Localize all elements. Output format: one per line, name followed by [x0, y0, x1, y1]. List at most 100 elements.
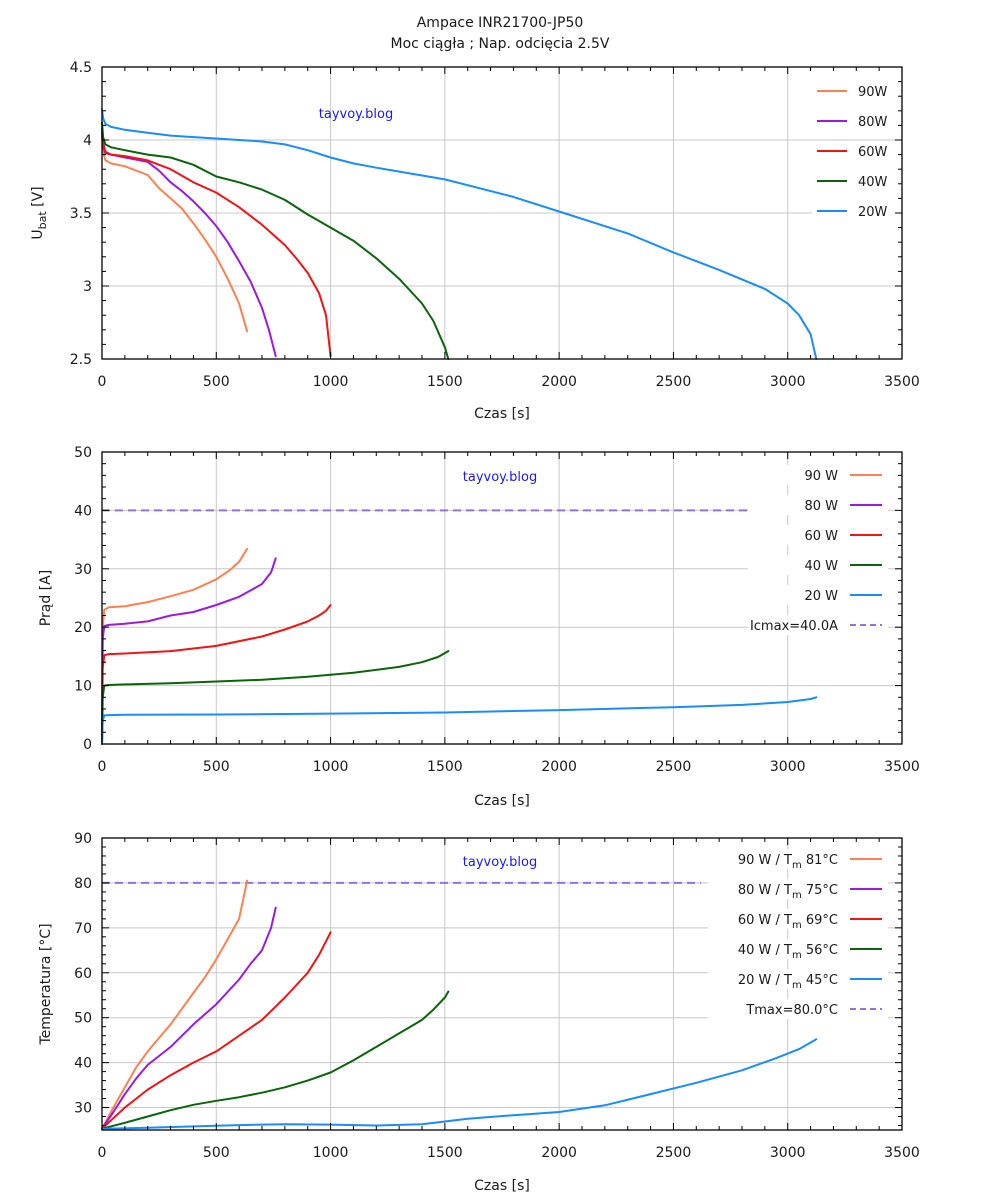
series-line-90W — [101, 879, 249, 1130]
x-tick-label: 3500 — [884, 759, 920, 775]
x-tick-label: 1500 — [427, 759, 463, 775]
ticks — [101, 837, 903, 1130]
y-tick-label: 20 — [74, 620, 92, 636]
legend-bg — [748, 615, 888, 635]
temperature-chart: tayvoy.blog 90 W / Tm 81°C 80 W / Tm 75°C 6… — [38, 831, 920, 1194]
y-tick-label: 80 — [74, 876, 92, 892]
watermark: tayvoy.blog — [319, 107, 393, 122]
ticks — [101, 451, 903, 745]
legend-bg — [812, 81, 898, 101]
series-line-20W — [101, 108, 818, 360]
grid — [102, 67, 902, 359]
legend-label: 60 W / Tm 69°C — [738, 913, 838, 931]
x-axis-label: Czas [s] — [474, 793, 530, 809]
x-tick-label: 500 — [203, 1145, 230, 1161]
ticks — [101, 66, 903, 360]
y-axis-label: Temperatura [°C] — [38, 923, 54, 1045]
y-tick-label: 70 — [74, 921, 92, 937]
plot-frame — [101, 837, 903, 1131]
x-tick-label: 3000 — [770, 374, 806, 390]
legend-label: 80 W / Tm 75°C — [738, 883, 838, 901]
legend-bg — [708, 849, 888, 869]
watermark: tayvoy.blog — [463, 470, 537, 485]
y-tick-label: 90 — [74, 831, 92, 847]
y-tick-label: 40 — [74, 503, 92, 519]
series-line-60W — [101, 931, 332, 1130]
x-tick-label: 3000 — [770, 1145, 806, 1161]
series-group — [101, 108, 818, 360]
legend-bg — [748, 555, 888, 575]
plot-frame — [101, 451, 903, 745]
x-tick-label: 1500 — [427, 1145, 463, 1161]
x-tick-label: 2000 — [541, 1145, 577, 1161]
x-tick-label: 3500 — [884, 374, 920, 390]
legend-bg — [748, 465, 888, 485]
y-tick-label: 3 — [83, 279, 92, 295]
x-tick-label: 1000 — [313, 1145, 349, 1161]
x-axis-label: Czas [s] — [474, 1178, 530, 1194]
legend-label: 40W — [858, 175, 888, 190]
legend-label: 40 W — [804, 559, 838, 574]
y-tick-label: 60 — [74, 966, 92, 982]
series-group — [101, 547, 818, 745]
y-tick-label: 3.5 — [70, 206, 92, 222]
chart-title-line2: Moc ciągła ; Nap. odcięcia 2.5V — [391, 36, 610, 52]
x-tick-label: 500 — [203, 759, 230, 775]
legend-bg — [708, 999, 888, 1019]
x-tick-label: 0 — [98, 1145, 107, 1161]
y-tick-label: 30 — [74, 562, 92, 578]
y-tick-label: 0 — [83, 737, 92, 753]
x-tick-label: 500 — [203, 374, 230, 390]
legend-bg — [708, 939, 888, 959]
legend-bg — [708, 879, 888, 899]
legend-bg — [812, 201, 898, 221]
legend-bg — [812, 141, 898, 161]
legend-label: 90 W — [804, 469, 838, 484]
y-tick-label: 4.5 — [70, 60, 92, 76]
series-line-60W — [101, 604, 332, 745]
y-tick-label: 50 — [74, 445, 92, 461]
series-line-40W — [101, 990, 450, 1130]
legend: 90 W / Tm 81°C 80 W / Tm 75°C 60 W / Tm 69… — [708, 849, 888, 1019]
x-axis-label: Czas [s] — [474, 406, 530, 422]
series-line-40W — [101, 650, 450, 745]
current-chart: tayvoy.blog 90 W 80 W 60 W 40 W 20 W Icmax=40.… — [38, 445, 920, 809]
y-tick-label: 30 — [74, 1101, 92, 1117]
y-tick-label: 40 — [74, 1056, 92, 1072]
y-tick-label: 4 — [83, 133, 92, 149]
legend-bg — [748, 495, 888, 515]
x-tick-label: 1500 — [427, 374, 463, 390]
series-line-90W — [101, 136, 249, 333]
y-tick-label: 50 — [74, 1011, 92, 1027]
legend-bg — [812, 111, 898, 131]
legend-bg — [708, 909, 888, 929]
x-tick-label: 2500 — [656, 1145, 692, 1161]
legend-bg — [748, 585, 888, 605]
legend-label: 20W — [858, 205, 888, 220]
legend-label: Tmax=80.0°C — [745, 1003, 838, 1018]
chart-title-line1: Ampace INR21700-JP50 — [417, 15, 584, 31]
series-line-80W — [101, 131, 277, 358]
y-axis-label: Prąd [A] — [38, 570, 54, 626]
legend-label: 60W — [858, 145, 888, 160]
series-line-20W — [101, 696, 818, 745]
series-line-60W — [101, 127, 332, 358]
x-tick-label: 1000 — [313, 374, 349, 390]
legend: 90W 80W 60W 40W 20W — [812, 81, 898, 221]
series-group — [101, 879, 818, 1130]
y-tick-label: 2.5 — [70, 352, 92, 368]
series-line-20W — [101, 1038, 818, 1130]
legend-label: 80W — [858, 115, 888, 130]
legend-label: 60 W — [804, 529, 838, 544]
series-line-40W — [101, 121, 450, 360]
series-line-80W — [101, 557, 277, 745]
legend-label: 20 W / Tm 45°C — [738, 973, 838, 991]
x-tick-label: 3000 — [770, 759, 806, 775]
x-tick-label: 2500 — [656, 759, 692, 775]
series-line-90W — [101, 547, 249, 745]
legend-label: 90 W / Tm 81°C — [738, 853, 838, 871]
legend-label: 20 W — [804, 589, 838, 604]
voltage-chart: tayvoy.blog 90W 80W 60W 40W 20W 0 500 1000 1500 20… — [30, 60, 920, 422]
x-tick-label: 2000 — [541, 759, 577, 775]
